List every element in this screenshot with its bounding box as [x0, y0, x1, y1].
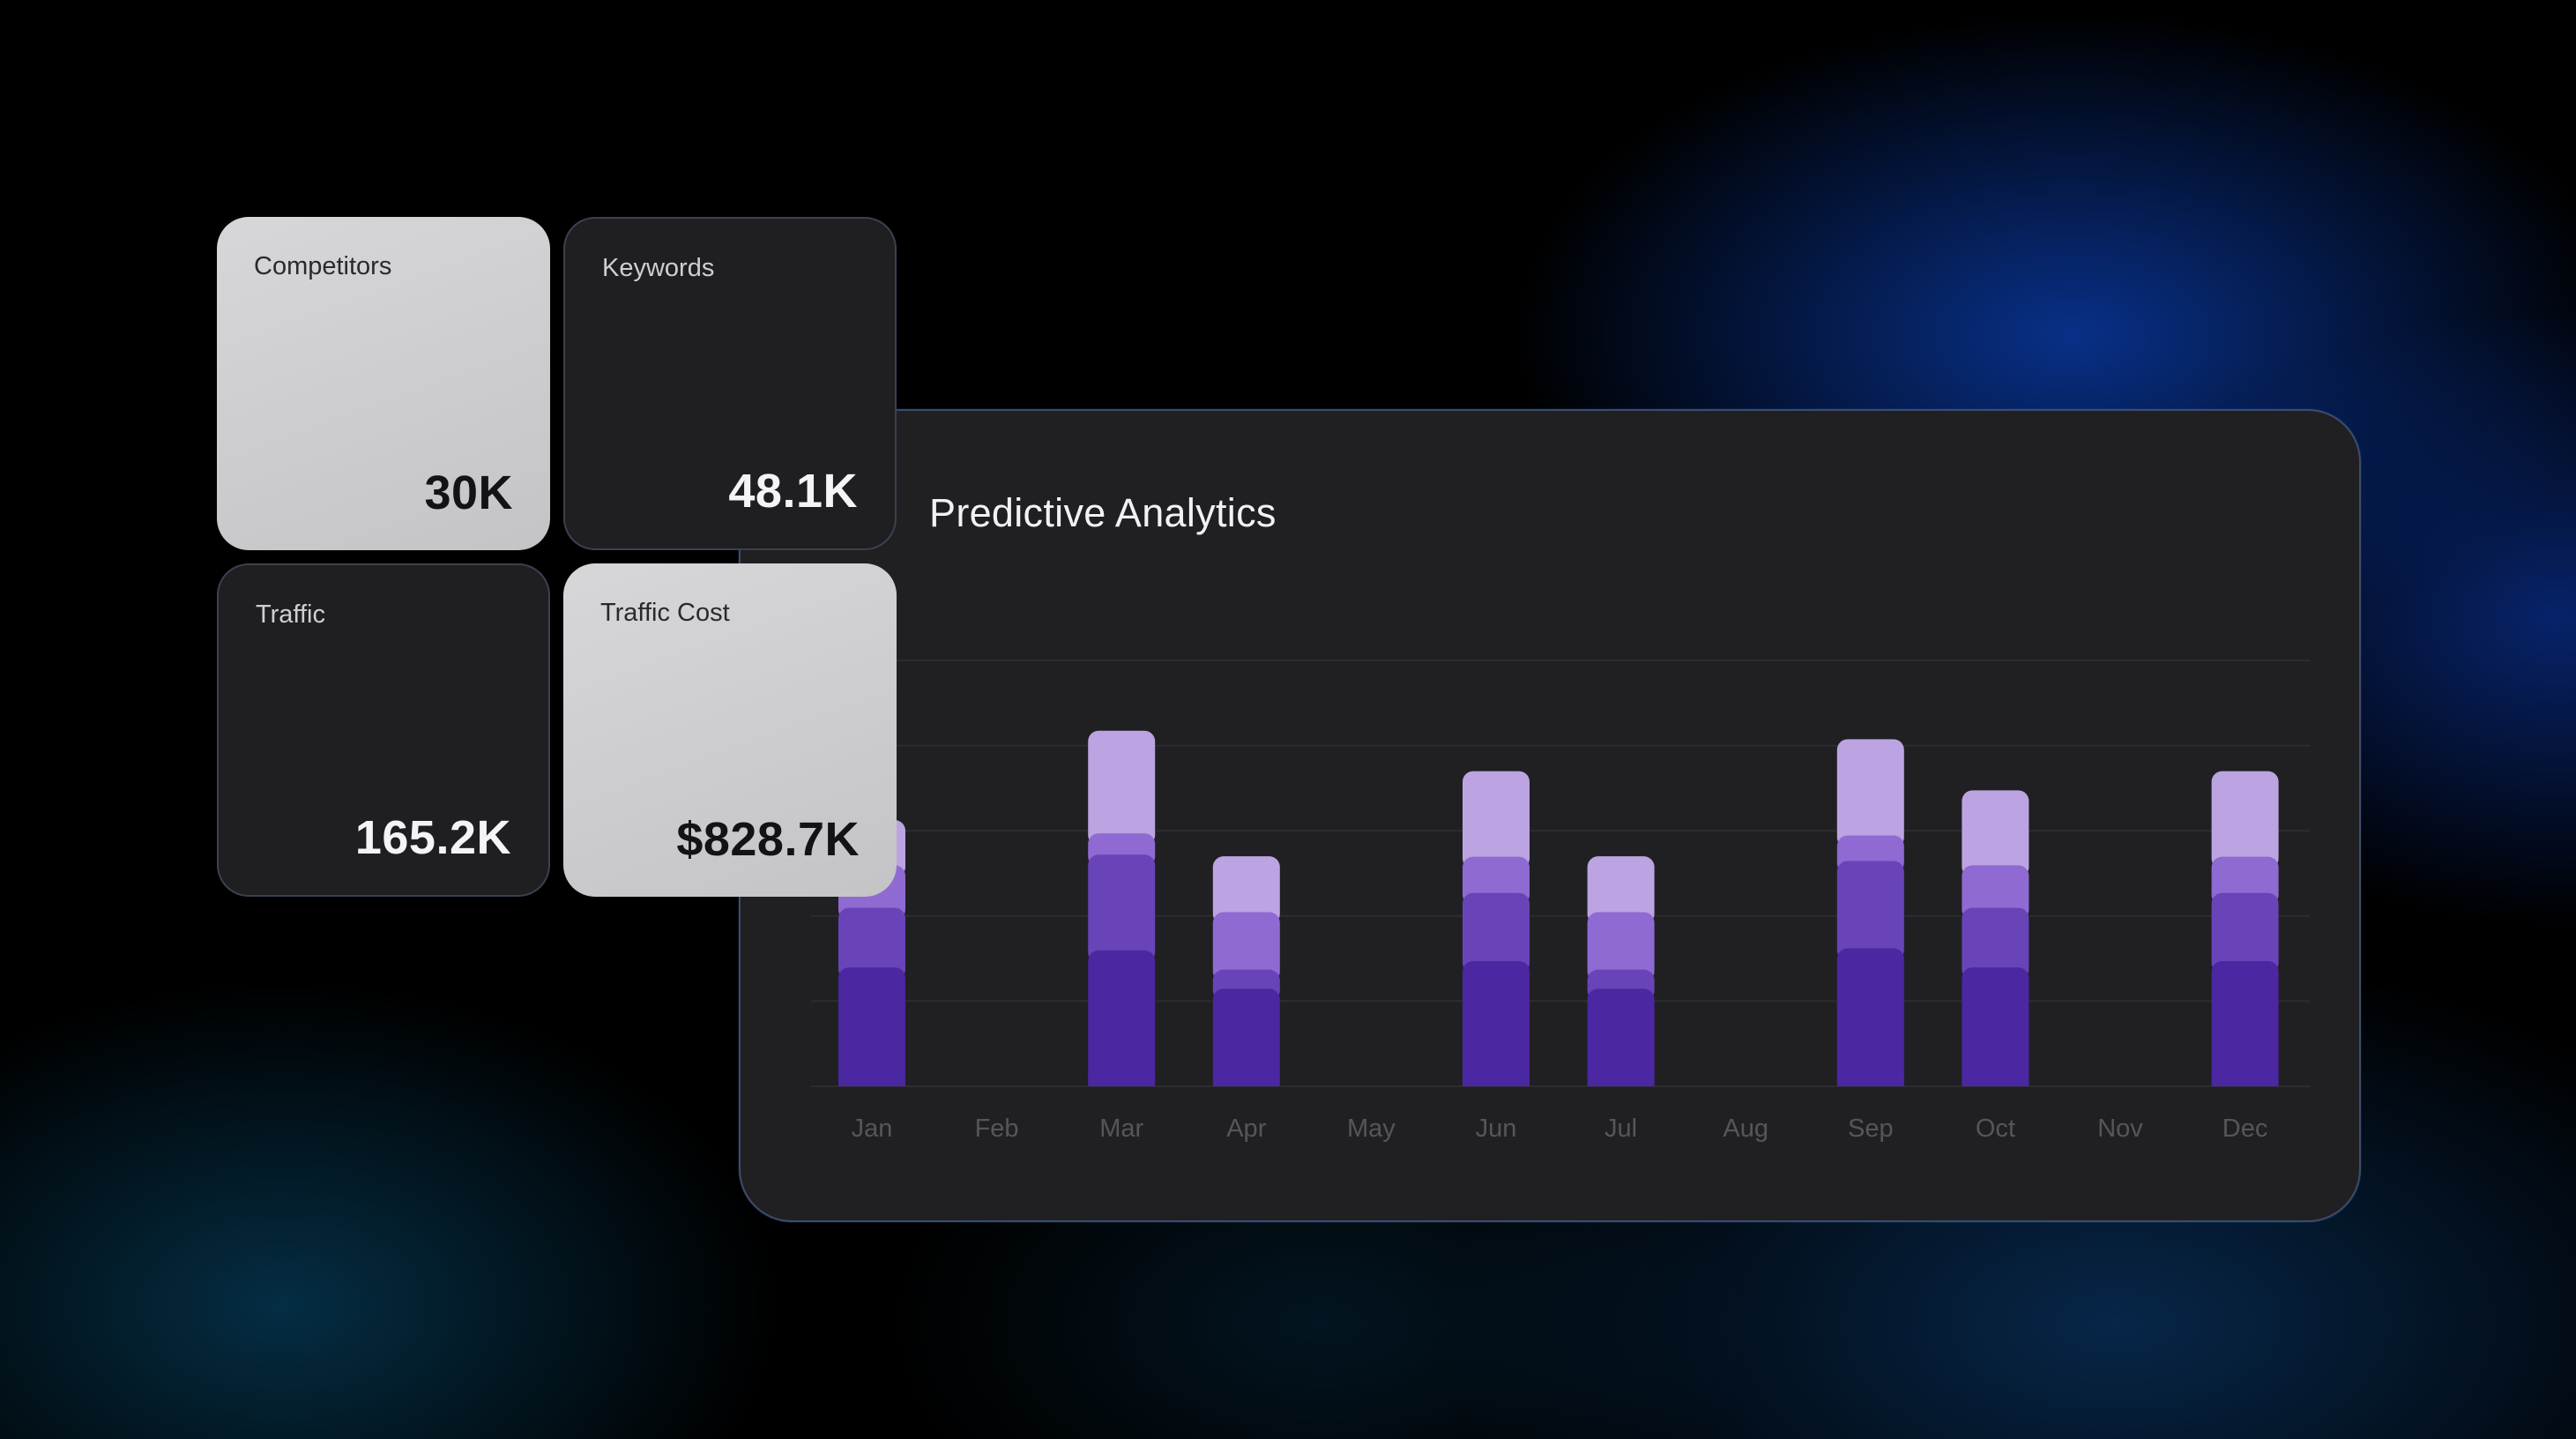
x-tick-label: Dec [2222, 1115, 2268, 1143]
x-tick-label: Sep [1848, 1115, 1894, 1143]
metric-value: 30K [424, 466, 513, 519]
metric-label: Traffic Cost [600, 599, 730, 627]
bar-segment [1212, 988, 1280, 1086]
bar-dec[interactable] [2211, 771, 2279, 1086]
bar-segment [1088, 854, 1156, 963]
bar-segment [2211, 892, 2279, 974]
metric-value: 48.1K [728, 465, 858, 518]
metric-card-traffic[interactable]: Traffic 165.2K [217, 563, 550, 897]
chart-title: Predictive Analytics [929, 490, 1277, 535]
metric-card-competitors[interactable]: Competitors 30K [217, 217, 550, 550]
bar-segment [838, 967, 905, 1086]
bar-sep[interactable] [1836, 739, 1904, 1086]
bar-base [1463, 1074, 1530, 1086]
bar-apr[interactable] [1212, 856, 1280, 1086]
predictive-analytics-chart: Jan Feb Mar Apr May Jun Jul Aug Sep Oct Nov Dec [811, 660, 2310, 1143]
bar-base [838, 1074, 905, 1086]
bar-segment [2211, 771, 2279, 869]
x-tick-label: Mar [1099, 1115, 1143, 1143]
bar-segment [838, 907, 905, 980]
bar-segment [1212, 856, 1280, 925]
bar-segment [2211, 961, 2279, 1086]
x-tick-label: Aug [1723, 1115, 1768, 1143]
bar-segment [1463, 771, 1530, 869]
bar-segment [1836, 739, 1904, 848]
bar-segment [1836, 861, 1904, 961]
bar-segment [1088, 950, 1156, 1086]
metric-label: Competitors [254, 252, 392, 280]
bar-base [1836, 1074, 1904, 1086]
bar-segment [1587, 912, 1655, 982]
x-tick-label: Jan [852, 1115, 893, 1143]
bar-jul[interactable] [1587, 856, 1655, 1086]
bar-segment [1088, 730, 1156, 846]
metric-card-keywords[interactable]: Keywords 48.1K [563, 217, 897, 550]
bar-base [2211, 1074, 2279, 1086]
bar-segment [1962, 790, 2029, 878]
x-tick-label: Apr [1226, 1115, 1266, 1143]
bar-base [1212, 1074, 1280, 1086]
bar-segment [1836, 948, 1904, 1086]
bar-segment [1962, 967, 2029, 1086]
predictive-analytics-panel: Jan Feb Mar Apr May Jun Jul Aug Sep Oct Nov Dec Pre… [739, 409, 2361, 1222]
x-tick-label: Oct [1976, 1115, 2015, 1143]
bar-segment [1587, 856, 1655, 925]
metric-label: Keywords [602, 254, 715, 282]
x-tick-label: Jun [1476, 1115, 1517, 1143]
bar-segment [1212, 912, 1280, 982]
metric-value: 165.2K [354, 811, 511, 864]
x-tick-label: Feb [975, 1115, 1019, 1143]
bar-segment [1463, 892, 1530, 974]
bar-base [1587, 1074, 1655, 1086]
metric-label: Traffic [256, 600, 325, 629]
x-tick-label: Jul [1604, 1115, 1637, 1143]
bar-base [1088, 1074, 1156, 1086]
bar-base [1962, 1074, 2029, 1086]
bar-mar[interactable] [1088, 730, 1156, 1086]
bar-segment [1463, 961, 1530, 1086]
x-tick-label: May [1347, 1115, 1396, 1143]
metric-value: $828.7K [676, 813, 860, 866]
bar-oct[interactable] [1962, 790, 2029, 1086]
x-tick-label: Nov [2097, 1115, 2143, 1143]
bar-jun[interactable] [1463, 771, 1530, 1086]
metric-card-traffic-cost[interactable]: Traffic Cost $828.7K [563, 563, 897, 897]
bar-segment [1587, 988, 1655, 1086]
bar-segment [1962, 865, 2029, 921]
bar-segment [1962, 907, 2029, 980]
